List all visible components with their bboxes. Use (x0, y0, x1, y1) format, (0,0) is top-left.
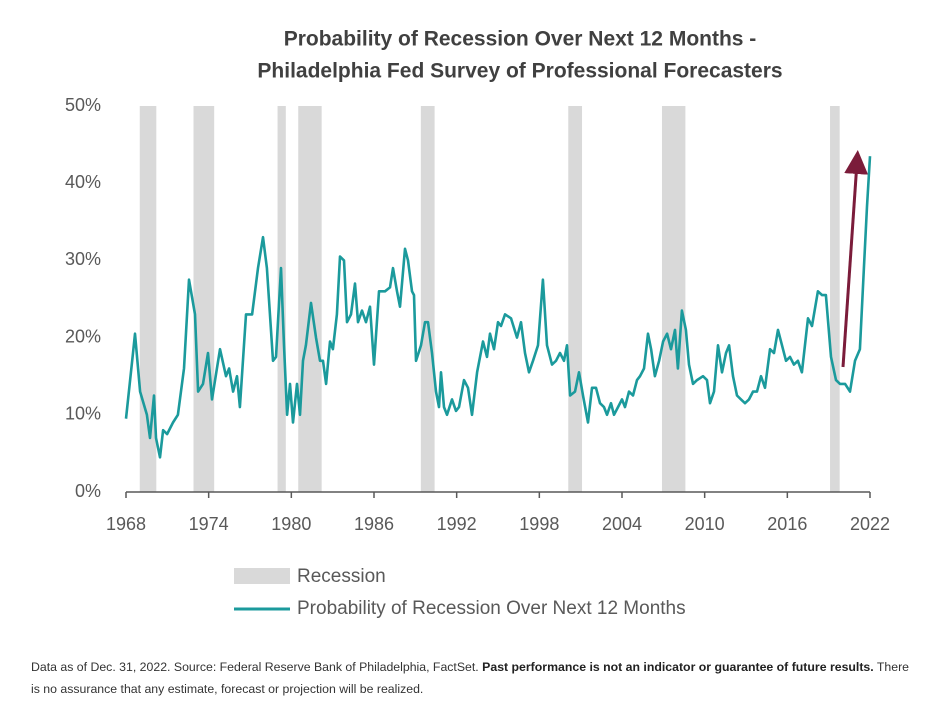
y-tick-label: 30% (65, 249, 101, 269)
chart-title: Probability of Recession Over Next 12 Mo… (284, 28, 757, 51)
x-tick-label: 2004 (602, 514, 642, 534)
x-tick-label: 1998 (519, 514, 559, 534)
y-tick-label: 0% (75, 481, 101, 501)
recession-band (193, 106, 215, 492)
recession-bands (139, 106, 840, 492)
x-tick-label: 1992 (437, 514, 477, 534)
footnote-text: Data as of Dec. 31, 2022. Source: Federa… (31, 660, 479, 674)
x-tick-label: 1986 (354, 514, 394, 534)
recession-band (298, 106, 322, 492)
x-tick-label: 2016 (767, 514, 807, 534)
chart-title: Philadelphia Fed Survey of Professional … (257, 60, 782, 83)
footnote: Data as of Dec. 31, 2022. Source: Federa… (31, 656, 911, 700)
recession-band (139, 106, 157, 492)
y-tick-label: 40% (65, 172, 101, 192)
chart: Probability of Recession Over Next 12 Mo… (65, 28, 890, 619)
footnote-text: There is no assurance that any estimate,… (31, 660, 910, 696)
recession-band (830, 106, 840, 492)
recession-band (420, 106, 435, 492)
legend-label: Recession (297, 566, 386, 587)
x-tick-label: 1968 (106, 514, 146, 534)
x-tick-label: 1980 (271, 514, 311, 534)
recession-band (568, 106, 583, 492)
y-tick-label: 10% (65, 404, 101, 424)
recession-band (661, 106, 686, 492)
y-tick-label: 20% (65, 326, 101, 346)
x-tick-label: 2022 (850, 514, 890, 534)
line-series (124, 156, 872, 459)
legend-label: Probability of Recession Over Next 12 Mo… (297, 598, 686, 619)
x-tick-label: 2010 (685, 514, 725, 534)
x-tick-label: 1974 (189, 514, 229, 534)
legend-swatch (234, 568, 290, 584)
arrow (841, 150, 869, 368)
footnote-bold: Past performance is not an indicator or … (482, 660, 874, 674)
y-tick-label: 50% (65, 95, 101, 115)
